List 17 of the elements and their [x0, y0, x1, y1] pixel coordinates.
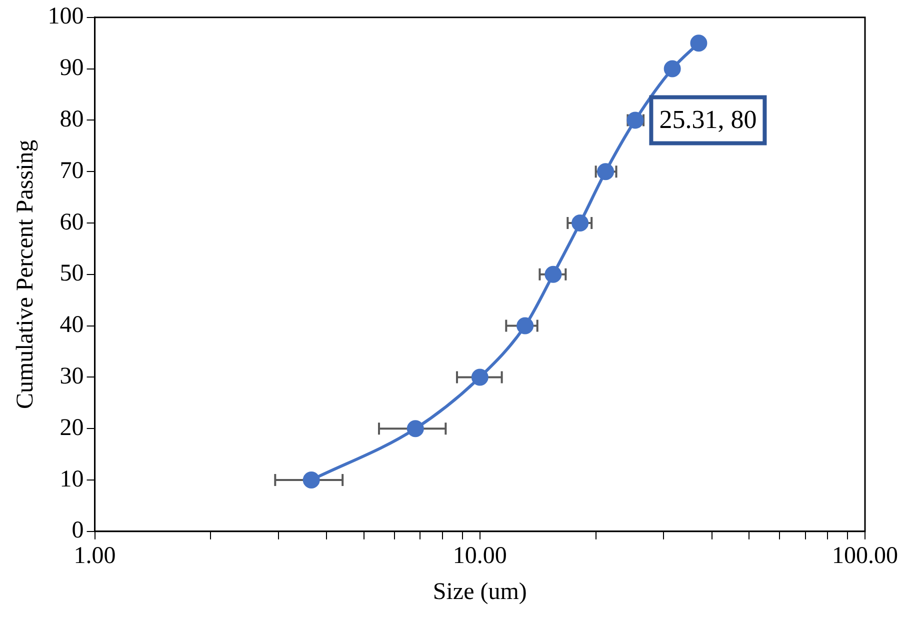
x-tick-label: 100.00: [832, 543, 898, 570]
x-tick-label: 1.00: [74, 543, 116, 570]
y-tick-label: 0: [72, 518, 84, 544]
annotation: 25.31, 80: [659, 105, 757, 134]
y-axis-title: Cumulative Percent Passing: [12, 140, 39, 410]
y-tick-label: 40: [60, 312, 84, 338]
y-tick-label: 80: [60, 106, 84, 132]
y-tick-label: 50: [60, 260, 84, 287]
y-tick-label: 10: [60, 466, 84, 492]
x-axis-title: Size (um): [432, 578, 527, 605]
x-tick-label: 10.00: [452, 543, 507, 570]
y-tick-label: 20: [60, 414, 84, 441]
y-tick-label: 90: [60, 55, 84, 82]
y-tick-label: 100: [48, 4, 84, 30]
y-tick-label: 60: [60, 209, 84, 236]
y-tick-label: 30: [60, 363, 84, 390]
y-tick-label: 70: [60, 158, 84, 184]
